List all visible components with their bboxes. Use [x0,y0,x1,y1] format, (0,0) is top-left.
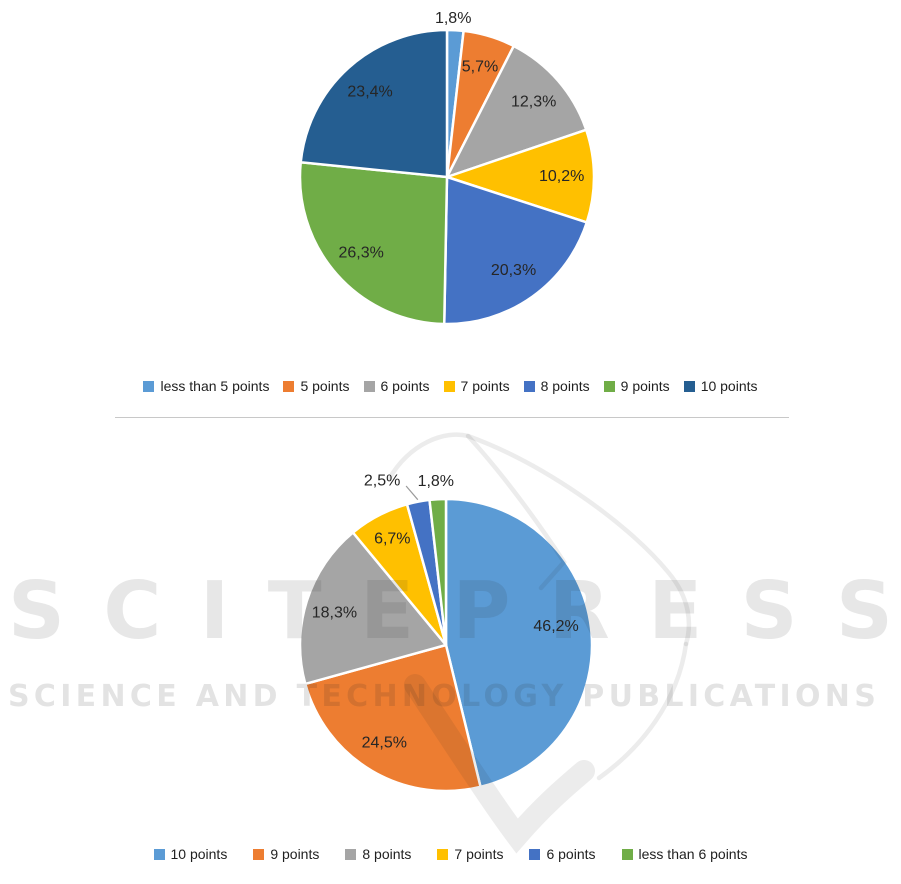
legend-item-10-points: 10 points [153,846,228,862]
pie-1-slice-7-points [445,128,596,224]
legend-item-6-points: 6 points [363,378,430,394]
pie-1-slice-6-points [445,44,588,179]
legend-item-7-points: 7 points [443,378,510,394]
pie-1-data-label: 1,8% [435,10,471,27]
legend-color-swatch [437,848,449,860]
pie-1-slice-10-points [299,28,449,179]
legend-label: 8 points [540,378,590,394]
pie-2-slice-less-than-6-points [428,497,448,647]
legend-label: 5 points [300,378,350,394]
pie-1-data-label: 10,2% [539,168,584,185]
legend-item-less-than-6-points: less than 6 points [621,846,748,862]
pie-2-data-label: 46,2% [533,618,578,635]
legend-item-9-points: 9 points [603,378,670,394]
pie-1-slice-8-points [442,175,589,326]
pie-2-data-label: 1,8% [418,473,454,490]
pie-2-data-label: 24,5% [362,735,407,752]
chart-1-legend: less than 5 points 5 points 6 points 7 poin… [0,379,901,393]
legend-item-6-points: 6 points [529,846,596,862]
pie-2-slice-8-points [298,531,448,686]
legend-color-swatch [153,848,165,860]
legend-label: less than 6 points [638,846,748,862]
legend-color-swatch [621,848,633,860]
legend-item-9-points: 9 points [253,847,319,861]
legend-label: 8 points [362,846,412,862]
pie-1-data-label: 5,7% [462,59,498,76]
legend-item-less-than-5-points: less than 5 points [143,379,269,393]
legend-item-10-points: 10 points [683,378,758,394]
legend-color-swatch [523,380,535,392]
pie-1-data-label: 23,4% [347,84,392,101]
legend-label: 10 points [170,846,228,862]
pie-2-data-label: 18,3% [312,604,357,621]
pie-1-data-label: 20,3% [491,262,536,279]
legend-label: 6 points [546,846,596,862]
legend-label: 7 points [454,846,504,862]
legend-label: 6 points [380,378,430,394]
legend-label: 7 points [460,378,510,394]
legend-item-8-points: 8 points [345,847,411,861]
pie-2-data-label: 6,7% [374,531,410,548]
legend-color-swatch [253,848,265,860]
legend-color-swatch [603,380,615,392]
pie-1-data-label: 26,3% [339,245,384,262]
pie-chart-1: 1,8% 5,7% 12,3% 10,2% 20,3% 26,3% 23,4% [298,10,596,326]
pie-chart-2: 46,2% 24,5% 18,3% 6,7% 2,5% 1,8% [298,473,594,793]
legend-color-swatch [283,380,295,392]
pie-2-slice-10-points [444,497,594,789]
legend-label: less than 5 points [160,378,270,394]
legend-label: 9 points [270,846,320,862]
legend-item-7-points: 7 points [437,847,503,861]
pie-2-data-label: 2,5% [364,473,400,490]
legend-color-swatch [443,380,455,392]
data-label-leader-line [405,485,419,501]
pie-1-data-label: 12,3% [511,94,556,111]
legend-color-swatch [345,848,357,860]
legend-color-swatch [529,848,541,860]
legend-item-8-points: 8 points [523,378,590,394]
legend-color-swatch [363,380,375,392]
legend-color-swatch [143,380,155,392]
separator-line [115,417,789,418]
pie-1-slice-9-points [298,161,449,326]
legend-item-5-points: 5 points [283,378,350,394]
chart-2-legend: 10 points 9 points 8 points 7 points 6 point… [0,847,901,861]
legend-color-swatch [683,380,695,392]
legend-label: 9 points [620,378,670,394]
legend-label: 10 points [700,378,758,394]
pie-2-slice-9-points [304,643,482,793]
